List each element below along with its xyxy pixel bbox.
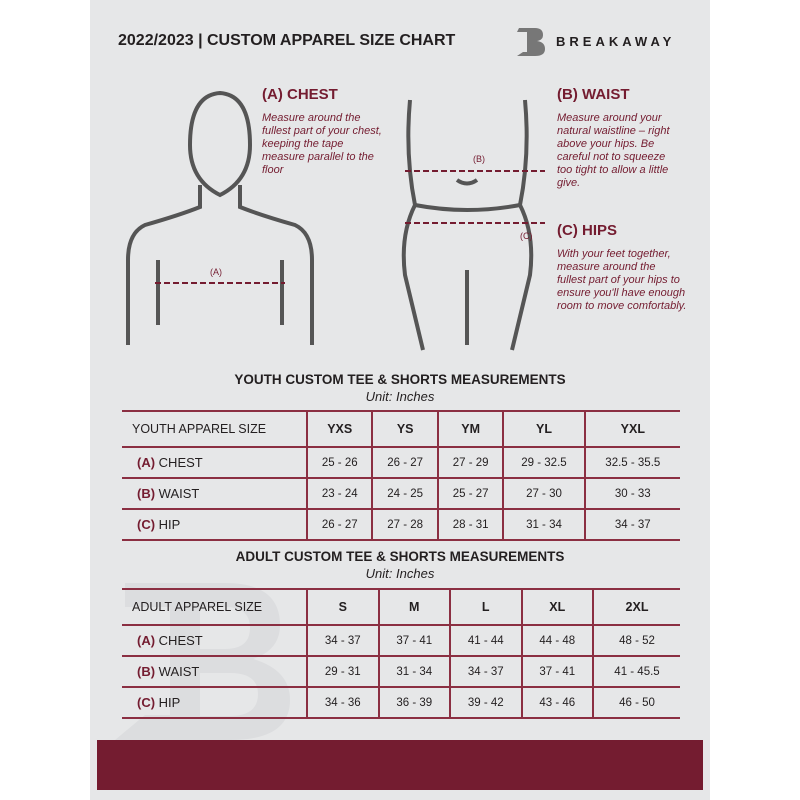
cell: 27 - 29 xyxy=(436,446,504,479)
cell: 31 - 34 xyxy=(502,508,585,541)
chest-marker: (A) xyxy=(210,267,222,277)
cell: 36 - 39 xyxy=(377,686,450,719)
cell: 39 - 42 xyxy=(449,686,522,719)
row-label: (A) CHEST xyxy=(122,446,307,479)
youth-unit: Unit: Inches xyxy=(365,389,435,404)
torso-figure-illustration: (B) (C) xyxy=(401,99,545,351)
size-col: M xyxy=(377,588,450,626)
breakaway-logo-icon xyxy=(517,28,545,56)
waist-marker: (B) xyxy=(473,154,485,164)
table-row: (A) CHEST 25 - 26 26 - 27 27 - 29 29 - 32.5… xyxy=(122,446,680,479)
table-row: (B) WAIST 23 - 24 24 - 25 25 - 27 27 - 30 30… xyxy=(122,477,680,510)
cell: 41 - 45.5 xyxy=(592,655,680,688)
cell: 27 - 28 xyxy=(371,508,438,541)
adult-unit: Unit: Inches xyxy=(365,566,435,581)
page-title: 2022/2023 | CUSTOM APPAREL SIZE CHART xyxy=(118,32,456,49)
cell: 25 - 26 xyxy=(305,446,373,479)
cell: 44 - 48 xyxy=(520,624,593,657)
row-label: (B) WAIST xyxy=(122,655,307,688)
cell: 31 - 34 xyxy=(377,655,450,688)
youth-size-table: YOUTH APPAREL SIZE YXS YS YM YL YXL (A) … xyxy=(122,410,680,541)
size-header: ADULT APPAREL SIZE xyxy=(122,588,307,626)
table-row: (C) HIP 26 - 27 27 - 28 28 - 31 31 - 34 34 -… xyxy=(122,508,680,541)
adult-size-table: ADULT APPAREL SIZE S M L XL 2XL (A) CHES… xyxy=(122,588,680,719)
row-label: (B) WAIST xyxy=(122,477,307,510)
size-header: YOUTH APPAREL SIZE xyxy=(122,410,307,448)
size-col: YXS xyxy=(305,410,373,448)
row-label: (A) CHEST xyxy=(122,624,307,657)
size-col: XL xyxy=(520,588,593,626)
cell: 34 - 37 xyxy=(306,624,379,657)
cell: 48 - 52 xyxy=(592,624,680,657)
brand-name: BREAKAWAY xyxy=(556,34,676,49)
cell: 28 - 31 xyxy=(436,508,504,541)
row-label: (C) HIP xyxy=(122,686,307,719)
table-row: (A) CHEST 34 - 37 37 - 41 41 - 44 44 - 48 48… xyxy=(122,624,680,657)
cell: 37 - 41 xyxy=(377,624,450,657)
cell: 26 - 27 xyxy=(371,446,438,479)
youth-table-title: YOUTH CUSTOM TEE & SHORTS MEASUREMENTS xyxy=(234,372,566,387)
cell: 30 - 33 xyxy=(583,477,680,510)
size-col: YXL xyxy=(583,410,680,448)
chest-description: Measure around the fullest part of your … xyxy=(262,112,382,176)
table-header-row: YOUTH APPAREL SIZE YXS YS YM YL YXL xyxy=(122,410,680,448)
size-col: YS xyxy=(371,410,438,448)
cell: 37 - 41 xyxy=(520,655,593,688)
cell: 41 - 44 xyxy=(449,624,522,657)
footer-band xyxy=(97,740,703,790)
cell: 29 - 32.5 xyxy=(502,446,585,479)
size-col: S xyxy=(306,588,379,626)
cell: 34 - 37 xyxy=(449,655,522,688)
chest-heading: (A) CHEST xyxy=(262,86,338,103)
cell: 34 - 36 xyxy=(306,686,379,719)
cell: 32.5 - 35.5 xyxy=(583,446,680,479)
cell: 46 - 50 xyxy=(592,686,680,719)
size-col: 2XL xyxy=(592,588,680,626)
cell: 24 - 25 xyxy=(371,477,438,510)
size-col: YL xyxy=(502,410,585,448)
table-row: (B) WAIST 29 - 31 31 - 34 34 - 37 37 - 41 41… xyxy=(122,655,680,688)
table-row: (C) HIP 34 - 36 36 - 39 39 - 42 43 - 46 46 -… xyxy=(122,686,680,719)
cell: 34 - 37 xyxy=(583,508,680,541)
cell: 25 - 27 xyxy=(436,477,504,510)
row-label: (C) HIP xyxy=(122,508,307,541)
adult-table-title: ADULT CUSTOM TEE & SHORTS MEASUREMENTS xyxy=(235,549,565,564)
cell: 23 - 24 xyxy=(305,477,373,510)
hips-marker: (C) xyxy=(520,231,533,241)
chest-figure-illustration: (A) xyxy=(126,90,314,345)
cell: 29 - 31 xyxy=(306,655,379,688)
cell: 26 - 27 xyxy=(305,508,373,541)
size-col: L xyxy=(449,588,522,626)
waist-heading: (B) WAIST xyxy=(557,86,630,103)
cell: 43 - 46 xyxy=(520,686,593,719)
hips-description: With your feet together, measure around … xyxy=(557,248,687,312)
waist-description: Measure around your natural waistline – … xyxy=(557,112,670,189)
cell: 27 - 30 xyxy=(502,477,585,510)
hips-heading: (C) HIPS xyxy=(557,222,617,239)
size-chart-card: 2022/2023 | CUSTOM APPAREL SIZE CHART BR… xyxy=(90,0,710,800)
table-header-row: ADULT APPAREL SIZE S M L XL 2XL xyxy=(122,588,680,626)
size-col: YM xyxy=(436,410,504,448)
